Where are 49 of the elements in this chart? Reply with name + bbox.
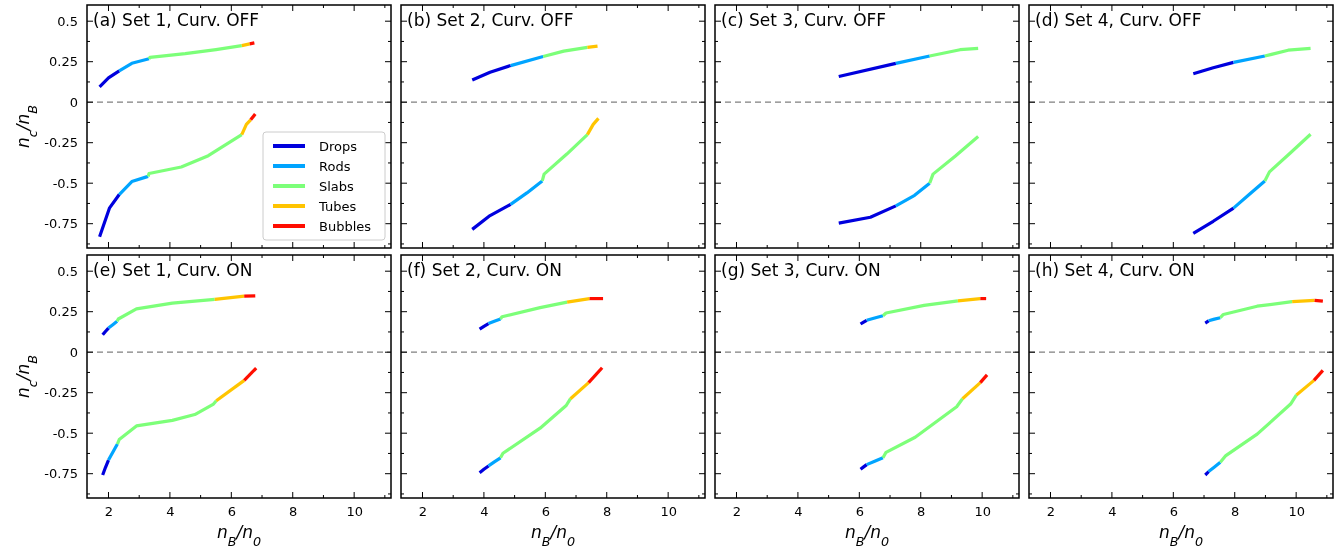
x-tick-label: 6: [855, 504, 864, 520]
chart-title: (h) Set 4, Curv. ON: [1035, 260, 1195, 280]
y-tick-label: 0.25: [49, 54, 78, 70]
x-tick-label: 6: [1169, 504, 1178, 520]
y-tick-label: -0.25: [44, 385, 78, 401]
x-axis-title: n$_{B}$/n$_{0}$: [216, 522, 262, 549]
x-axis-title: n$_{B}$/n$_{0}$: [844, 522, 890, 549]
x-tick-label: 6: [541, 504, 550, 520]
x-tick-label: 8: [917, 504, 926, 520]
legend-label: Bubbles: [319, 219, 372, 234]
y-tick-label: -0.25: [44, 135, 78, 151]
y-tick-label: -0.5: [52, 175, 78, 191]
chart-title: (c) Set 3, Curv. OFF: [721, 10, 887, 30]
x-tick-label: 8: [289, 504, 298, 520]
chart-title: (a) Set 1, Curv. OFF: [93, 10, 260, 30]
x-tick-label: 4: [1108, 504, 1117, 520]
chart-title: (e) Set 1, Curv. ON: [93, 260, 253, 280]
legend-label: Rods: [319, 159, 351, 174]
x-tick-label: 8: [1231, 504, 1240, 520]
legend-label: Slabs: [319, 179, 355, 194]
y-tick-label: -0.75: [44, 216, 78, 232]
x-axis-title: n$_{B}$/n$_{0}$: [530, 522, 576, 549]
chart-title: (b) Set 2, Curv. OFF: [407, 10, 574, 30]
y-tick-label: 0: [69, 94, 78, 110]
x-tick-label: 4: [794, 504, 803, 520]
x-tick-label: 10: [974, 504, 991, 520]
chart-title: (g) Set 3, Curv. ON: [721, 260, 881, 280]
y-tick-label: 0.25: [49, 304, 78, 320]
legend-label: Drops: [319, 139, 358, 154]
x-tick-label: 10: [660, 504, 677, 520]
x-tick-label: 2: [104, 504, 114, 520]
x-axis-title: n$_{B}$/n$_{0}$: [1158, 522, 1204, 549]
x-tick-label: 4: [480, 504, 489, 520]
y-tick-label: 0.5: [57, 13, 78, 29]
chart-title: (d) Set 4, Curv. OFF: [1035, 10, 1202, 30]
y-tick-label: -0.75: [44, 466, 78, 482]
y-tick-label: 0: [69, 344, 78, 360]
x-tick-label: 10: [346, 504, 363, 520]
x-tick-label: 2: [1046, 504, 1056, 520]
chart-title: (f) Set 2, Curv. ON: [407, 260, 562, 280]
x-tick-label: 2: [732, 504, 742, 520]
x-tick-label: 10: [1288, 504, 1305, 520]
legend-label: Tubes: [318, 199, 357, 214]
x-tick-label: 8: [603, 504, 612, 520]
x-tick-label: 6: [227, 504, 236, 520]
x-tick-label: 2: [418, 504, 428, 520]
y-tick-label: 0.5: [57, 263, 78, 279]
x-tick-label: 4: [166, 504, 175, 520]
y-tick-label: -0.5: [52, 425, 78, 441]
